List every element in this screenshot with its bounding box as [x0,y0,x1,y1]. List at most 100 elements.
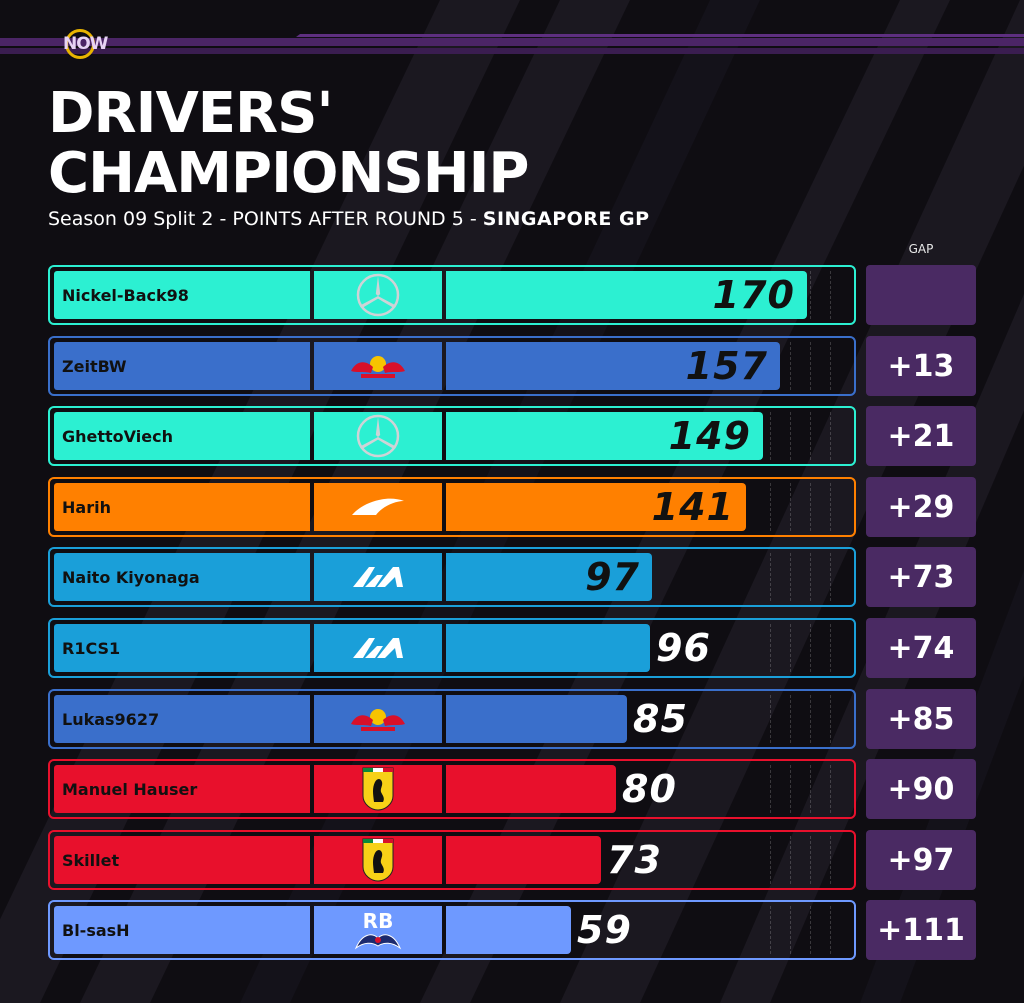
standings-row: Harih 141 [48,477,856,537]
grid-line [830,836,831,884]
gap-value: +74 [866,618,976,678]
grid-line [830,342,831,390]
alpine-icon [314,553,442,601]
driver-name: Nickel-Back98 [54,271,310,319]
bar-track: 149 [446,412,850,460]
grid-line [810,483,811,531]
grid-line [790,342,791,390]
points-bar [446,553,652,601]
ferrari-icon [314,765,442,813]
gap-value: +73 [866,547,976,607]
grid-line [790,765,791,813]
grid-line [790,483,791,531]
grid-line [830,553,831,601]
gap-value: +85 [866,689,976,749]
grid-line [810,906,811,954]
grid-line [770,906,771,954]
points-label: 149 [668,414,751,458]
now-logo: NOW [56,24,118,64]
bar-track: 97 [446,553,850,601]
points-bar [446,342,780,390]
grid-line [830,271,831,319]
standings-row: Lukas9627 85 [48,689,856,749]
bar-track: 141 [446,483,850,531]
points-bar [446,624,650,672]
grid-line [770,836,771,884]
points-label: 97 [585,555,640,599]
points-label: 85 [633,697,688,741]
grid-line [810,624,811,672]
grid-line [770,553,771,601]
grid-line [830,765,831,813]
grid-line [770,412,771,460]
grid-line [770,765,771,813]
logo-ring-icon [65,29,95,59]
bar-track: 157 [446,342,850,390]
grid-line [810,836,811,884]
grid-line [790,695,791,743]
points-label: 141 [651,485,734,529]
points-label: 170 [712,273,795,317]
points-label: 59 [577,908,632,952]
gap-value: +29 [866,477,976,537]
points-bar [446,271,807,319]
gap-column-header: GAP [908,242,934,256]
subtitle-plain: Season 09 Split 2 - POINTS AFTER ROUND 5… [48,208,483,230]
grid-line [810,342,811,390]
grid-line [810,271,811,319]
driver-name: Bl-sasH [54,906,310,954]
standings-row: Manuel Hauser 80 [48,759,856,819]
grid-line [810,695,811,743]
grid-line [770,624,771,672]
subtitle-race: SINGAPORE GP [482,208,650,230]
bar-track: 170 [446,271,850,319]
grid-line [790,624,791,672]
driver-name: Harih [54,483,310,531]
header-band [0,34,1024,54]
gap-value: +90 [866,759,976,819]
points-bar [446,836,601,884]
mclaren-icon [314,483,442,531]
driver-name: ZeitBW [54,342,310,390]
gap-value: +111 [866,900,976,960]
points-bar [446,483,746,531]
rb-icon: RB [314,906,442,954]
driver-name: Lukas9627 [54,695,310,743]
driver-name: Naito Kiyonaga [54,553,310,601]
grid-line [810,765,811,813]
bar-track: 59 [446,906,850,954]
grid-line [830,483,831,531]
svg-text:RB: RB [363,909,394,933]
gap-value: +97 [866,830,976,890]
grid-line [790,412,791,460]
standings-row: Nickel-Back98 170 [48,265,856,325]
gap-value [866,265,976,325]
page-title-line1: DRIVERS' [48,81,334,146]
driver-name: R1CS1 [54,624,310,672]
points-bar [446,765,616,813]
logo-text: NOW [63,34,108,54]
grid-line [770,483,771,531]
grid-line [790,906,791,954]
driver-name: GhettoViech [54,412,310,460]
bar-track: 73 [446,836,850,884]
page-subtitle: Season 09 Split 2 - POINTS AFTER ROUND 5… [48,208,650,230]
gap-value: +13 [866,336,976,396]
grid-line [790,836,791,884]
alpine-icon [314,624,442,672]
standings-row: GhettoViech 149 [48,406,856,466]
driver-name: Manuel Hauser [54,765,310,813]
mercedes-icon [314,271,442,319]
grid-line [830,412,831,460]
bar-track: 96 [446,624,850,672]
points-label: 73 [607,838,662,882]
points-bar [446,695,627,743]
grid-line [830,695,831,743]
mercedes-icon [314,412,442,460]
standings-row: Skillet 73 [48,830,856,890]
points-label: 157 [685,344,768,388]
points-bar [446,412,763,460]
points-bar [446,906,571,954]
grid-line [830,624,831,672]
standings-row: R1CS1 96 [48,618,856,678]
